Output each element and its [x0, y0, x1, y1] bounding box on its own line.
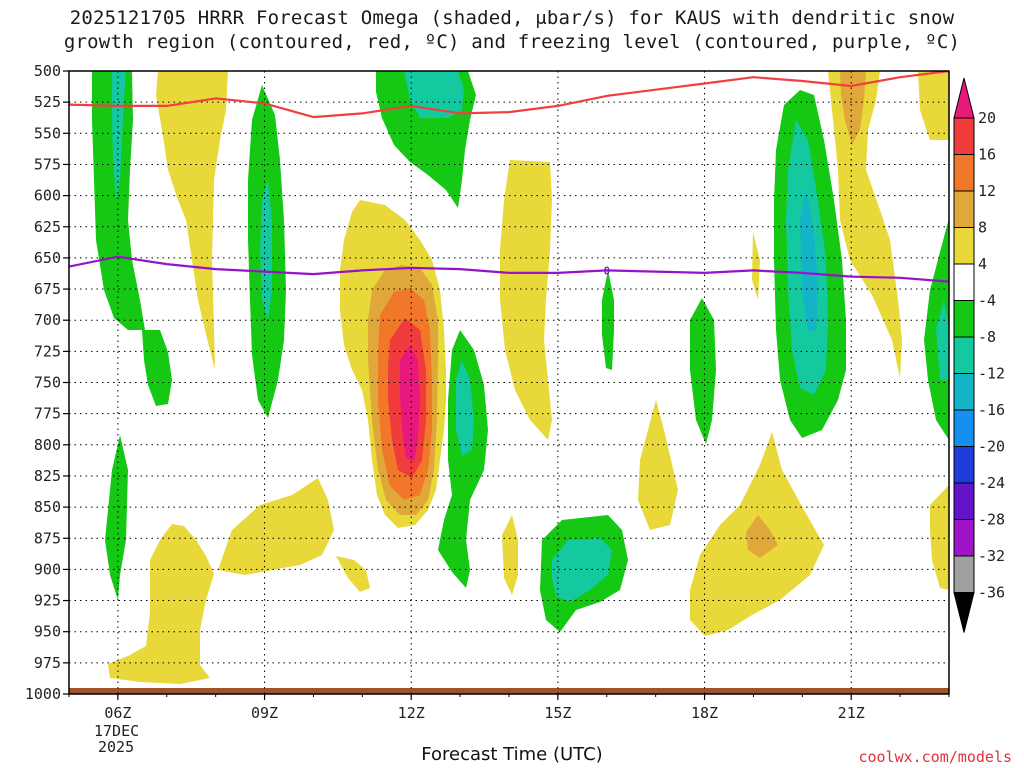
- colorbar-label: -16: [978, 401, 1005, 419]
- colorbar-box: [953, 154, 975, 192]
- gridlines: [69, 70, 949, 695]
- x-tick-label: 18Z: [691, 704, 718, 722]
- omega-negative-region: [112, 71, 126, 200]
- contour-annotations: 0: [603, 264, 610, 277]
- x-tick-label: 15Z: [544, 704, 571, 722]
- y-tick-label: 800: [34, 436, 61, 454]
- omega-negative-region: [690, 298, 716, 444]
- y-tick-label: 775: [34, 405, 61, 423]
- colorbar-label: -28: [978, 511, 1005, 529]
- dendritic-snow-growth-region-line: [69, 71, 949, 119]
- omega-negative-region: [438, 330, 488, 588]
- omega-positive-region: [218, 478, 334, 575]
- colorbar-label: 16: [978, 146, 996, 164]
- colorbar-label: -36: [978, 584, 1005, 602]
- omega-positive-region: [156, 71, 228, 370]
- date-label-day: 17DEC: [94, 722, 140, 740]
- omega-positive-region: [918, 71, 949, 140]
- omega-positive-region: [500, 160, 552, 440]
- omega-positive-region: [828, 71, 902, 378]
- colorbar-box: [953, 263, 975, 301]
- y-tick-label: 500: [34, 62, 61, 80]
- colorbar-box: [953, 373, 975, 411]
- x-tick-label: 12Z: [398, 704, 425, 722]
- y-tick-label: 525: [34, 93, 61, 111]
- colorbar-bottom-arrow: [953, 592, 975, 633]
- omega-positive-region: [502, 515, 518, 595]
- colorbar-label: -24: [978, 474, 1005, 492]
- freezing-level-line: [69, 255, 949, 283]
- date-label-year: 2025: [98, 738, 135, 756]
- y-tick-label: 575: [34, 155, 61, 173]
- y-tick-label: 950: [34, 623, 61, 641]
- colorbar-box: [953, 190, 975, 228]
- x-tick-label: 21Z: [838, 704, 865, 722]
- colorbar-box: [953, 519, 975, 557]
- colorbar-box: [953, 300, 975, 338]
- colorbar-box: [953, 409, 975, 447]
- omega-positive-region: [930, 485, 949, 590]
- omega-positive-region: [746, 515, 778, 558]
- chart-title: 2025121705 HRRR Forecast Omega (shaded, …: [63, 7, 961, 53]
- omega-negative-region: [142, 330, 172, 406]
- omega-positive-region: [336, 556, 370, 592]
- y-tick-label: 600: [34, 187, 61, 205]
- y-axis-ticks: 500 525 550 575 600 625 650 675 700 725 750 775 800 8…: [25, 62, 69, 703]
- x-axis-ticks: 06Z 09Z 12Z 15Z 18Z 21Z: [68, 694, 950, 722]
- omega-positive-region: [400, 345, 420, 462]
- omega-negative-region: [552, 538, 612, 602]
- colorbar-label: -32: [978, 547, 1005, 565]
- contour-value-label: 0: [603, 264, 610, 277]
- y-tick-label: 850: [34, 498, 61, 516]
- y-tick-label: 725: [34, 342, 61, 360]
- colorbar-label: -8: [978, 328, 996, 346]
- omega-shading: [69, 71, 949, 694]
- colorbar-label: 4: [978, 255, 987, 273]
- y-tick-label: 900: [34, 560, 61, 578]
- colorbar-box: [953, 482, 975, 520]
- colorbar-box: [953, 117, 975, 155]
- colorbar-label: -12: [978, 365, 1005, 383]
- x-tick-label: 09Z: [251, 704, 278, 722]
- colorbar: 20 16 12 8 4 -4 -8 -12 -16 -20 -24 -28 -32 -36: [953, 77, 1005, 633]
- y-tick-label: 875: [34, 529, 61, 547]
- omega-negative-region: [456, 360, 474, 456]
- x-tick-label: 06Z: [104, 704, 131, 722]
- y-tick-label: 675: [34, 280, 61, 298]
- omega-negative-region: [800, 190, 818, 332]
- omega-negative-region: [260, 180, 272, 320]
- x-axis-label: Forecast Time (UTC): [421, 744, 603, 765]
- colorbar-box: [953, 227, 975, 265]
- colorbar-label: 20: [978, 109, 996, 127]
- credit-link[interactable]: coolwx.com/models: [858, 748, 1012, 766]
- colorbar-box: [953, 336, 975, 374]
- colorbar-top-arrow: [953, 77, 975, 119]
- colorbar-box: [953, 555, 975, 593]
- y-tick-label: 1000: [25, 685, 61, 703]
- colorbar-label: 12: [978, 182, 996, 200]
- y-tick-label: 550: [34, 124, 61, 142]
- omega-positive-region: [752, 232, 760, 300]
- y-tick-label: 625: [34, 218, 61, 236]
- omega-negative-region: [105, 435, 128, 600]
- omega-positive-region: [638, 400, 678, 530]
- contour-lines: [69, 71, 949, 283]
- y-tick-label: 750: [34, 374, 61, 392]
- y-tick-label: 700: [34, 311, 61, 329]
- colorbar-label: 8: [978, 219, 987, 237]
- colorbar-label: -20: [978, 438, 1005, 456]
- ground-strip: [69, 688, 949, 694]
- colorbar-box: [953, 446, 975, 484]
- y-tick-label: 925: [34, 592, 61, 610]
- y-tick-label: 650: [34, 249, 61, 267]
- y-tick-label: 825: [34, 467, 61, 485]
- y-tick-label: 975: [34, 654, 61, 672]
- omega-negative-region: [92, 71, 145, 330]
- omega-positive-region: [840, 71, 866, 145]
- omega-positive-region: [108, 524, 214, 684]
- colorbar-label: -4: [978, 292, 996, 310]
